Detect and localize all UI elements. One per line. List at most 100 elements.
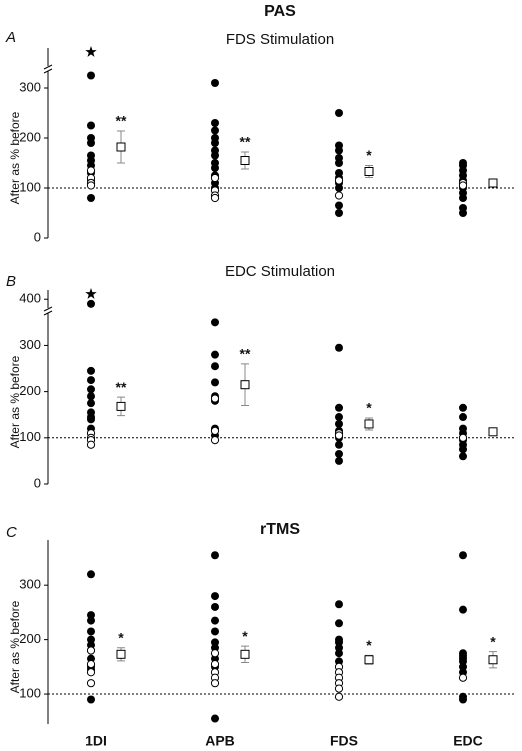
mean-marker <box>364 419 374 429</box>
y-tick-label: 0 <box>34 229 41 244</box>
filled-point <box>211 119 219 127</box>
significance: * <box>366 637 372 653</box>
mean-marker <box>488 427 498 437</box>
y-tick-label: 200 <box>19 129 41 144</box>
axis-break <box>43 310 53 316</box>
mean-marker <box>116 401 126 411</box>
filled-point <box>335 209 343 217</box>
open-point <box>458 181 468 190</box>
mean-marker <box>116 649 126 659</box>
mean-marker <box>240 649 250 659</box>
y-tick-label: 300 <box>19 337 41 352</box>
y-axis-label: After as % before <box>8 355 22 448</box>
significance: * <box>118 629 124 645</box>
panel-label: A <box>5 29 16 46</box>
filled-point <box>459 605 467 614</box>
significance: ** <box>116 379 127 395</box>
open-point <box>86 668 96 677</box>
open-point <box>334 191 344 200</box>
panel-subtitle: FDS Stimulation <box>226 31 334 48</box>
mean-marker <box>488 655 498 665</box>
filled-point <box>335 649 343 658</box>
open-point <box>210 679 220 688</box>
mean-marker <box>116 142 126 152</box>
filled-point <box>335 449 343 458</box>
axis-break-gap <box>44 66 52 71</box>
y-tick-label: 300 <box>19 577 41 592</box>
y-axis-label: After as % before <box>8 600 22 693</box>
filled-point <box>211 151 219 160</box>
filled-point <box>335 419 343 428</box>
mean-marker <box>240 380 250 390</box>
y-tick-label: 100 <box>19 429 41 444</box>
filled-point <box>459 194 467 202</box>
panel-title: PAS <box>264 3 296 20</box>
open-point <box>458 433 468 442</box>
filled-point <box>87 570 95 579</box>
filled-point <box>87 121 95 130</box>
open-point <box>86 440 96 449</box>
x-tick-label: EDC <box>453 733 483 749</box>
filled-point <box>211 551 219 560</box>
filled-point <box>459 403 467 412</box>
significance: * <box>366 147 372 163</box>
filled-point <box>335 413 343 422</box>
open-point <box>210 193 220 203</box>
mean-marker <box>240 156 250 165</box>
filled-point <box>87 392 95 401</box>
filled-point <box>87 366 95 375</box>
open-point <box>210 436 220 445</box>
open-point <box>334 684 344 693</box>
filled-point <box>335 456 343 465</box>
filled-point <box>87 415 95 424</box>
filled-point <box>87 385 95 394</box>
panel-title: rTMS <box>260 521 300 538</box>
open-point <box>86 646 96 655</box>
y-tick-label: 200 <box>19 383 41 398</box>
filled-point <box>211 126 219 135</box>
filled-point <box>211 139 219 147</box>
filled-point <box>87 695 95 704</box>
open-point <box>334 692 344 701</box>
filled-point <box>87 616 95 625</box>
open-point <box>86 181 96 190</box>
axis-break-gap <box>44 308 52 313</box>
y-tick-label: 100 <box>19 179 41 194</box>
y-axis-label: After as % before <box>8 111 22 204</box>
open-point <box>86 679 96 688</box>
x-tick-label: FDS <box>330 733 358 749</box>
filled-point <box>87 139 95 147</box>
filled-point <box>87 194 95 202</box>
axis-break <box>43 64 53 70</box>
filled-point <box>87 376 95 385</box>
panel-subtitle: EDC Stimulation <box>225 263 335 280</box>
filled-point <box>459 413 467 422</box>
filled-point <box>335 600 343 609</box>
mean-marker <box>364 167 374 176</box>
open-point <box>210 660 220 669</box>
filled-point <box>335 184 343 192</box>
filled-point <box>335 403 343 412</box>
filled-point <box>335 440 343 449</box>
open-point <box>458 673 468 682</box>
filled-point <box>335 146 343 155</box>
x-tick-label: 1DI <box>85 733 107 749</box>
open-point <box>86 660 96 669</box>
filled-point <box>211 79 219 87</box>
y-tick-label: 200 <box>19 631 41 646</box>
filled-point <box>211 362 219 371</box>
off-scale-marker <box>85 288 97 299</box>
significance: * <box>490 633 496 649</box>
filled-point <box>87 627 95 636</box>
off-scale-marker <box>85 46 97 57</box>
filled-point <box>335 619 343 628</box>
open-point <box>334 176 344 185</box>
filled-point <box>459 445 467 454</box>
filled-point <box>459 551 467 560</box>
y-tick-label: 300 <box>19 79 41 94</box>
open-point <box>210 426 220 435</box>
y-tick-label: 0 <box>34 475 41 490</box>
filled-point <box>335 159 343 167</box>
x-tick-label: APB <box>205 733 235 749</box>
